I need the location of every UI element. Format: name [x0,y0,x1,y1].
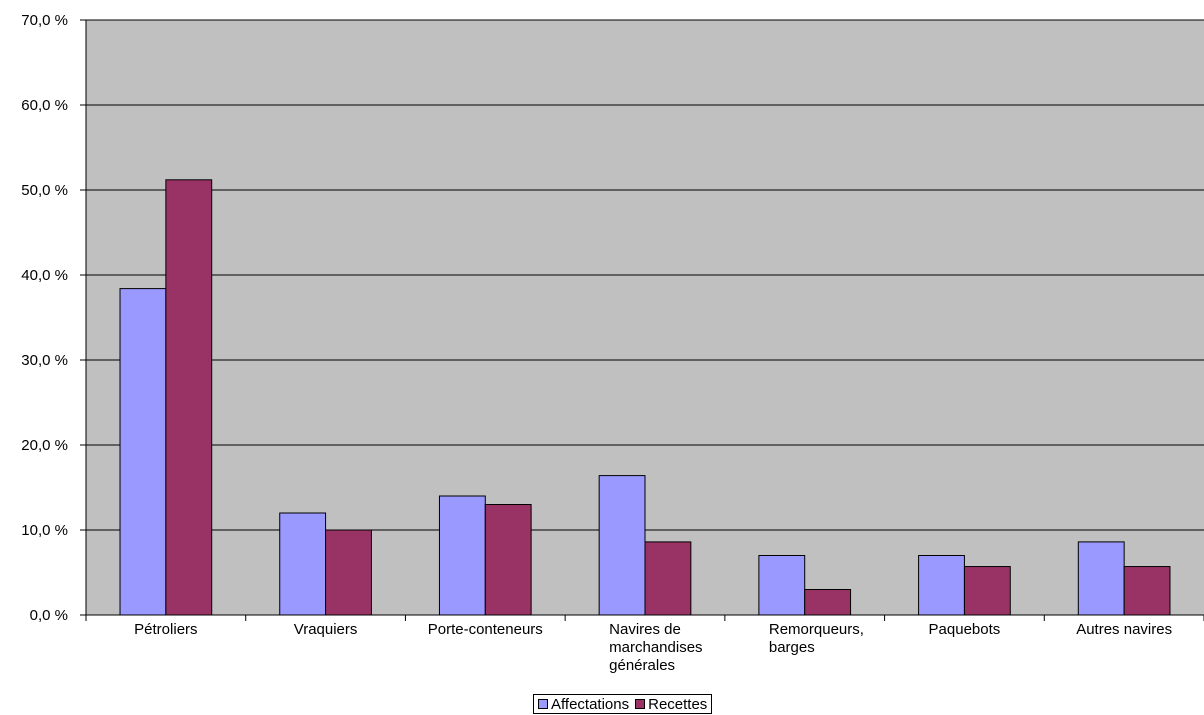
legend-item-affectations: Affectations [538,696,629,713]
x-category-label: Navires de [609,621,681,638]
bar-recettes [644,541,692,616]
x-category-label: Paquebots [929,621,1001,638]
x-category-label: marchandises [609,639,702,656]
y-axis: 0,0 % 10,0 % 20,0 % 30,0 % 40,0 % 50,0 % 60,0 … [21,12,87,624]
legend-swatch-recettes [635,699,646,709]
bars [119,179,1171,616]
x-category-label: barges [769,639,815,656]
legend-item-recettes: Recettes [635,696,707,713]
bar-affectations [758,555,806,616]
gridlines [86,19,1204,531]
x-category-label: Remorqueurs, [769,621,864,638]
y-tick-label: 60,0 % [21,97,68,114]
y-tick-label: 70,0 % [21,12,68,29]
legend: Affectations Recettes [533,694,713,714]
y-tick-label: 30,0 % [21,352,68,369]
bar-affectations [119,288,167,616]
bar-affectations [918,555,965,616]
bar-affectations [1077,541,1125,616]
bar-recettes [165,179,213,616]
legend-label-affectations: Affectations [551,695,630,713]
bar-recettes [325,529,372,616]
y-tick-label: 20,0 % [21,437,68,454]
x-category-label: Vraquiers [294,621,358,638]
x-axis: Pétroliers Vraquiers Porte-conteneurs Navir… [85,614,1204,674]
y-tick-label: 40,0 % [21,267,68,284]
bar-recettes [804,589,852,616]
y-tick-label: 10,0 % [21,522,68,539]
bar-affectations [598,475,646,616]
x-category-label: Porte-conteneurs [428,621,543,638]
bar-recettes [1123,566,1171,616]
x-category-label: Autres navires [1076,621,1172,638]
bar-affectations [279,512,327,616]
y-tick-label: 0,0 % [30,607,68,624]
x-category-label: générales [609,657,675,674]
y-tick-label: 50,0 % [21,182,68,199]
x-category-label: Pétroliers [134,621,197,638]
bar-recettes [484,504,532,616]
bar-recettes [963,566,1011,616]
legend-swatch-affectations [538,699,548,709]
legend-label-recettes: Recettes [648,695,708,713]
bar-affectations [438,495,486,616]
